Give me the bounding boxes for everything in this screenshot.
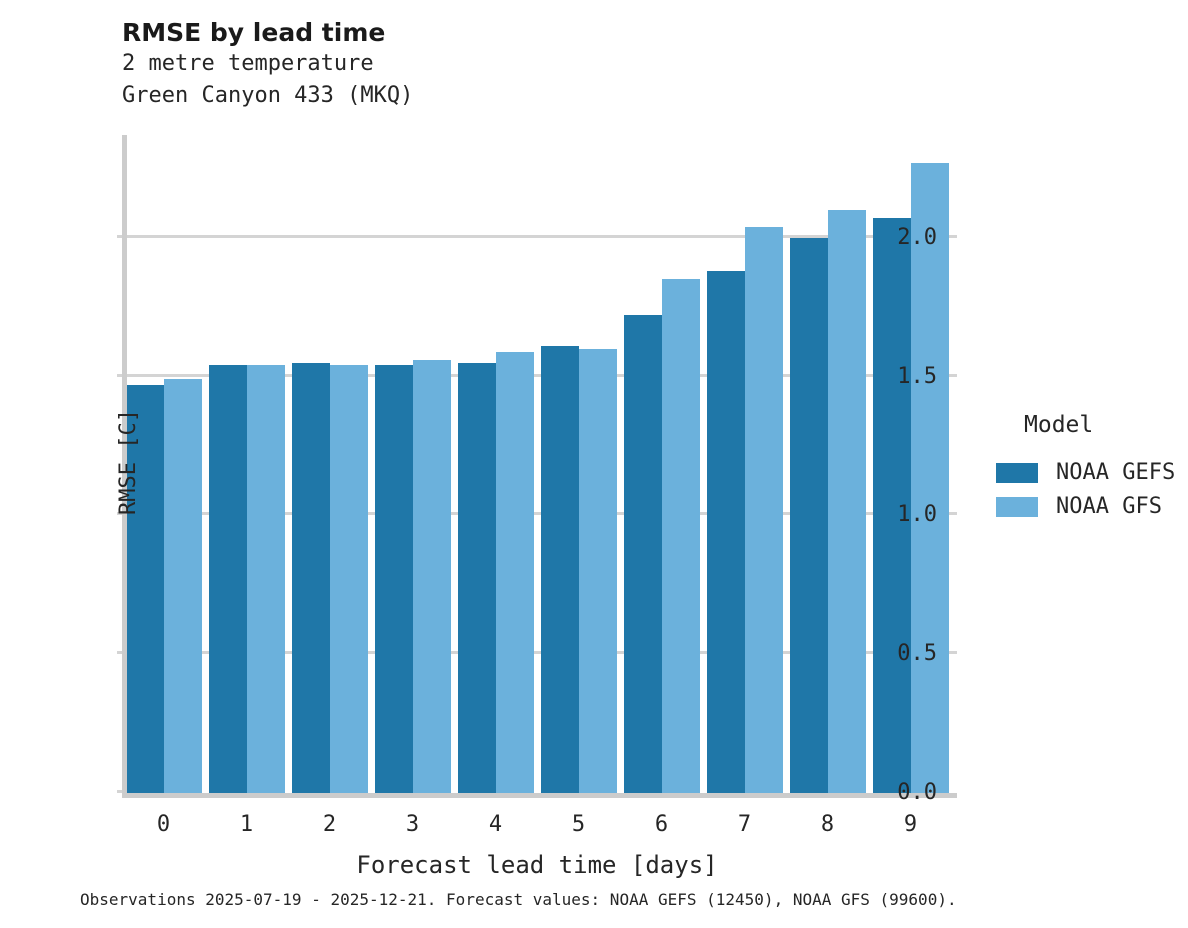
y-axis-line — [122, 135, 127, 793]
bar-noaa-gefs-day-3[interactable] — [374, 365, 413, 793]
bar-noaa-gfs-day-9[interactable] — [910, 162, 949, 793]
bar-noaa-gfs-day-2[interactable] — [329, 365, 368, 793]
x-tick-label: 0 — [156, 812, 171, 837]
y-tick-label: 0.5 — [897, 641, 937, 667]
legend-swatch-icon — [996, 463, 1038, 483]
y-tick-label: 0.0 — [897, 780, 937, 805]
x-tick-label: 6 — [654, 812, 669, 837]
page-title: RMSE by lead time — [122, 18, 386, 47]
bar-noaa-gefs-day-6[interactable] — [623, 315, 662, 793]
bar-noaa-gefs-day-5[interactable] — [540, 346, 579, 793]
y-tick-label: 2.0 — [897, 224, 937, 250]
bar-noaa-gefs-day-1[interactable] — [208, 365, 247, 793]
bar-noaa-gfs-day-3[interactable] — [412, 359, 451, 793]
plot-area: 0.0 0.5 1.0 1.5 2.0 0 1 2 3 4 5 6 7 8 9 RMSE [C] Fore… — [116, 135, 957, 879]
y-axis-title: RMSE [C] — [116, 409, 141, 515]
legend-item[interactable]: NOAA GEFS — [996, 456, 1175, 490]
chart-subtitle-location: Green Canyon 433 (MKQ) — [122, 83, 414, 108]
x-tick-label: 1 — [239, 812, 254, 837]
y-tick-label: 1.0 — [897, 502, 937, 528]
x-tick-label: 8 — [820, 812, 835, 837]
chart-header: RMSE by lead time 2 metre temperature Gr… — [122, 18, 413, 112]
bar-noaa-gfs-day-6[interactable] — [661, 279, 700, 793]
x-axis-title: Forecast lead time [days] — [356, 851, 718, 879]
bar-noaa-gefs-day-2[interactable] — [291, 362, 330, 793]
x-tick-label: 9 — [903, 812, 918, 837]
legend: Model NOAA GEFS NOAA GFS — [996, 412, 1175, 524]
x-tick-label: 2 — [322, 812, 337, 837]
bar-noaa-gfs-day-4[interactable] — [495, 351, 534, 793]
bar-noaa-gefs-day-4[interactable] — [457, 362, 496, 793]
legend-swatch-icon — [996, 497, 1038, 517]
bar-noaa-gfs-day-8[interactable] — [827, 209, 866, 793]
legend-item-label: NOAA GEFS — [1056, 460, 1176, 485]
x-tick-label: 7 — [737, 812, 752, 837]
x-axis-line — [122, 793, 957, 798]
legend-entries: NOAA GEFS NOAA GFS — [996, 456, 1175, 524]
bar-noaa-gfs-day-1[interactable] — [246, 365, 285, 793]
bar-noaa-gfs-day-0[interactable] — [163, 379, 202, 793]
y-tick-label: 1.5 — [897, 363, 937, 389]
bar-noaa-gfs-day-7[interactable] — [744, 226, 783, 793]
bar-series-layer — [122, 135, 952, 793]
bar-noaa-gefs-day-7[interactable] — [706, 271, 745, 793]
x-tick-label: 3 — [405, 812, 420, 837]
footer-note: Observations 2025-07-19 - 2025-12-21. Fo… — [80, 890, 957, 909]
x-tick-label: 4 — [488, 812, 503, 837]
legend-item-label: NOAA GFS — [1056, 494, 1162, 519]
bar-noaa-gefs-day-9[interactable] — [872, 218, 911, 793]
gridline — [127, 234, 957, 238]
bar-noaa-gefs-day-0[interactable] — [125, 384, 164, 793]
legend-item[interactable]: NOAA GFS — [996, 490, 1175, 524]
x-tick-label: 5 — [571, 812, 586, 837]
legend-title: Model — [1024, 412, 1094, 438]
bar-noaa-gefs-day-8[interactable] — [789, 237, 828, 793]
bar-noaa-gfs-day-5[interactable] — [578, 348, 617, 793]
chart-subtitle-variable: 2 metre temperature — [122, 51, 374, 76]
